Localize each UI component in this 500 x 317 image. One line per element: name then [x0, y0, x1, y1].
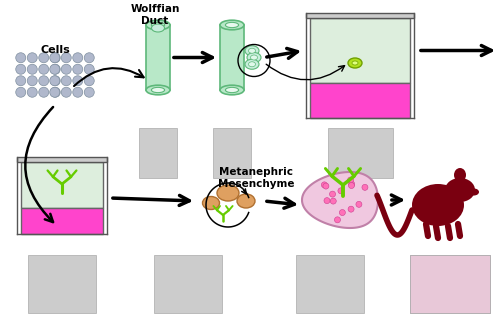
Ellipse shape: [152, 87, 164, 93]
Circle shape: [39, 76, 49, 86]
Circle shape: [73, 53, 83, 63]
Circle shape: [27, 64, 37, 74]
Bar: [310, 83, 410, 118]
Circle shape: [39, 64, 49, 74]
Circle shape: [348, 206, 354, 212]
Circle shape: [324, 197, 330, 204]
Ellipse shape: [248, 62, 256, 67]
Circle shape: [61, 76, 72, 86]
Bar: [213, 128, 251, 178]
Text: Wolffian
Duct: Wolffian Duct: [130, 4, 180, 26]
Circle shape: [39, 87, 49, 97]
Ellipse shape: [237, 194, 255, 208]
Bar: [146, 25, 170, 90]
Circle shape: [330, 198, 336, 204]
Circle shape: [16, 87, 26, 97]
Ellipse shape: [220, 20, 244, 30]
Circle shape: [84, 53, 94, 63]
Ellipse shape: [348, 58, 362, 68]
Ellipse shape: [152, 24, 164, 32]
Circle shape: [362, 184, 368, 190]
Circle shape: [348, 177, 354, 183]
Circle shape: [84, 76, 94, 86]
Circle shape: [84, 64, 94, 74]
Ellipse shape: [226, 23, 238, 28]
Circle shape: [16, 76, 26, 86]
Ellipse shape: [247, 53, 261, 62]
Ellipse shape: [469, 189, 479, 196]
Circle shape: [27, 76, 37, 86]
Bar: [306, 13, 414, 18]
Bar: [21, 208, 103, 234]
Ellipse shape: [245, 46, 259, 56]
Circle shape: [50, 53, 60, 63]
Ellipse shape: [352, 61, 358, 65]
Circle shape: [338, 188, 344, 194]
Circle shape: [323, 183, 329, 189]
Circle shape: [50, 64, 60, 74]
Circle shape: [322, 182, 328, 188]
Text: Cells: Cells: [40, 45, 70, 55]
Circle shape: [348, 181, 354, 187]
Ellipse shape: [202, 197, 220, 210]
Circle shape: [16, 53, 26, 63]
Circle shape: [50, 87, 60, 97]
Bar: [328, 128, 392, 178]
Ellipse shape: [217, 185, 239, 201]
Circle shape: [73, 76, 83, 86]
Bar: [28, 255, 96, 313]
Circle shape: [50, 76, 60, 86]
Bar: [296, 255, 364, 313]
Bar: [154, 255, 222, 313]
Circle shape: [84, 87, 94, 97]
Circle shape: [61, 53, 72, 63]
Ellipse shape: [152, 23, 164, 28]
Circle shape: [39, 53, 49, 63]
Circle shape: [50, 87, 60, 97]
Circle shape: [50, 64, 60, 74]
Ellipse shape: [146, 20, 170, 30]
Circle shape: [50, 53, 60, 63]
Circle shape: [330, 191, 336, 197]
Circle shape: [61, 87, 72, 97]
Circle shape: [334, 217, 340, 223]
Circle shape: [73, 64, 83, 74]
Bar: [220, 25, 244, 90]
Circle shape: [356, 201, 362, 207]
Polygon shape: [302, 172, 378, 228]
Bar: [410, 255, 490, 313]
Circle shape: [61, 64, 72, 74]
Circle shape: [16, 64, 26, 74]
Circle shape: [50, 76, 60, 86]
Text: Metanephric
Mesenchyme: Metanephric Mesenchyme: [218, 167, 294, 189]
Circle shape: [27, 53, 37, 63]
Bar: [139, 128, 177, 178]
Circle shape: [340, 210, 345, 216]
Circle shape: [348, 183, 354, 189]
Ellipse shape: [248, 48, 256, 53]
Bar: [21, 162, 103, 208]
Circle shape: [73, 87, 83, 97]
Ellipse shape: [245, 59, 259, 69]
Bar: [17, 157, 107, 162]
Ellipse shape: [454, 168, 466, 182]
Bar: [410, 255, 490, 313]
Bar: [310, 18, 410, 83]
Ellipse shape: [226, 87, 238, 93]
Ellipse shape: [250, 55, 258, 60]
Ellipse shape: [220, 85, 244, 95]
Circle shape: [27, 87, 37, 97]
Ellipse shape: [146, 85, 170, 95]
Ellipse shape: [445, 178, 475, 202]
Ellipse shape: [412, 184, 464, 226]
